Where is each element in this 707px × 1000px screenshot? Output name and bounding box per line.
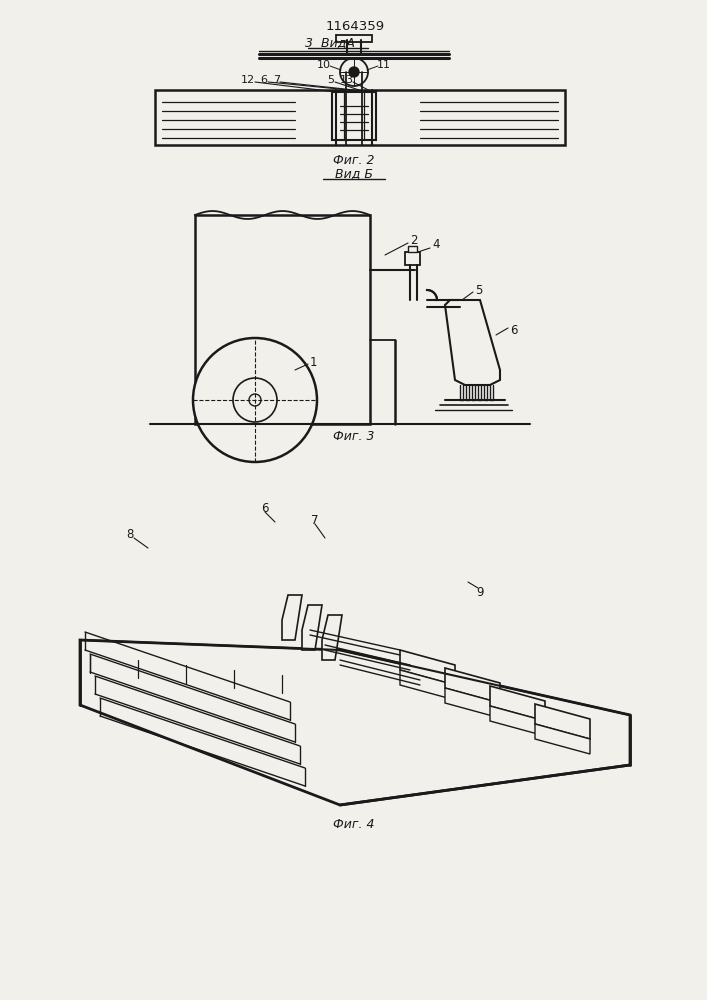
Polygon shape <box>490 706 545 736</box>
Polygon shape <box>195 215 370 424</box>
Circle shape <box>340 58 368 86</box>
Polygon shape <box>400 650 455 685</box>
Text: 5: 5 <box>475 284 482 296</box>
Polygon shape <box>535 724 590 754</box>
Text: 11: 11 <box>377 60 391 70</box>
Polygon shape <box>332 92 376 140</box>
Text: 6: 6 <box>260 75 267 85</box>
Text: Фиг. 4: Фиг. 4 <box>333 818 375 832</box>
Text: 9: 9 <box>477 585 484 598</box>
Circle shape <box>193 338 317 462</box>
Circle shape <box>349 67 359 77</box>
Text: 6: 6 <box>262 502 269 514</box>
Text: Фиг. 2: Фиг. 2 <box>333 153 375 166</box>
Text: 6: 6 <box>510 324 518 336</box>
Text: 7: 7 <box>311 514 319 526</box>
Polygon shape <box>490 686 545 721</box>
Polygon shape <box>400 670 455 700</box>
Text: 10: 10 <box>317 60 331 70</box>
Text: 1164359: 1164359 <box>325 20 385 33</box>
Polygon shape <box>535 704 590 739</box>
Polygon shape <box>155 90 565 145</box>
Text: 1: 1 <box>310 356 317 368</box>
Polygon shape <box>405 252 420 265</box>
Polygon shape <box>282 595 302 640</box>
Polygon shape <box>80 640 630 805</box>
Text: 12: 12 <box>241 75 255 85</box>
Text: 3  ВидА: 3 ВидА <box>305 36 355 49</box>
Text: 5: 5 <box>327 75 334 85</box>
Text: 4: 4 <box>432 238 440 251</box>
Text: Фиг. 3: Фиг. 3 <box>333 430 375 442</box>
Text: 2: 2 <box>410 233 418 246</box>
Polygon shape <box>445 688 500 718</box>
Circle shape <box>233 378 277 422</box>
Polygon shape <box>445 668 500 703</box>
Circle shape <box>249 394 261 406</box>
Polygon shape <box>336 35 372 42</box>
Polygon shape <box>408 246 417 252</box>
Text: 13: 13 <box>340 75 354 85</box>
Polygon shape <box>322 615 342 660</box>
Text: 8: 8 <box>127 528 134 542</box>
Text: 7: 7 <box>274 75 281 85</box>
Text: Вид Б: Вид Б <box>335 167 373 180</box>
Polygon shape <box>302 605 322 650</box>
Polygon shape <box>445 300 500 385</box>
